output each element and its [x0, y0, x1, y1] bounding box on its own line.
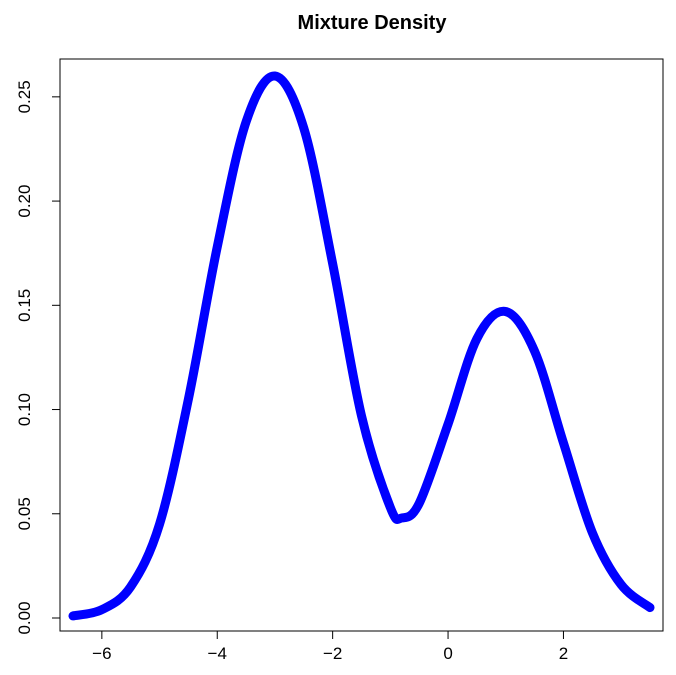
x-tick-label: 2 [559, 644, 568, 663]
x-axis: −6 −4 −2 0 2 [92, 630, 568, 663]
y-tick-label: 0.10 [15, 393, 34, 426]
x-tick-label: −4 [208, 644, 227, 663]
y-tick-label: 0.20 [15, 185, 34, 218]
y-tick-label: 0.00 [15, 601, 34, 634]
y-tick-label: 0.15 [15, 289, 34, 322]
y-axis: 0.00 0.05 0.10 0.15 0.20 0.25 [15, 80, 61, 635]
y-tick-label: 0.25 [15, 80, 34, 113]
y-tick-label: 0.05 [15, 497, 34, 530]
x-tick-label: 0 [443, 644, 452, 663]
x-tick-label: −2 [323, 644, 342, 663]
series-layer [68, 71, 655, 621]
chart-title: Mixture Density [298, 12, 448, 34]
density-curve [68, 71, 655, 621]
x-tick-label: −6 [92, 644, 111, 663]
